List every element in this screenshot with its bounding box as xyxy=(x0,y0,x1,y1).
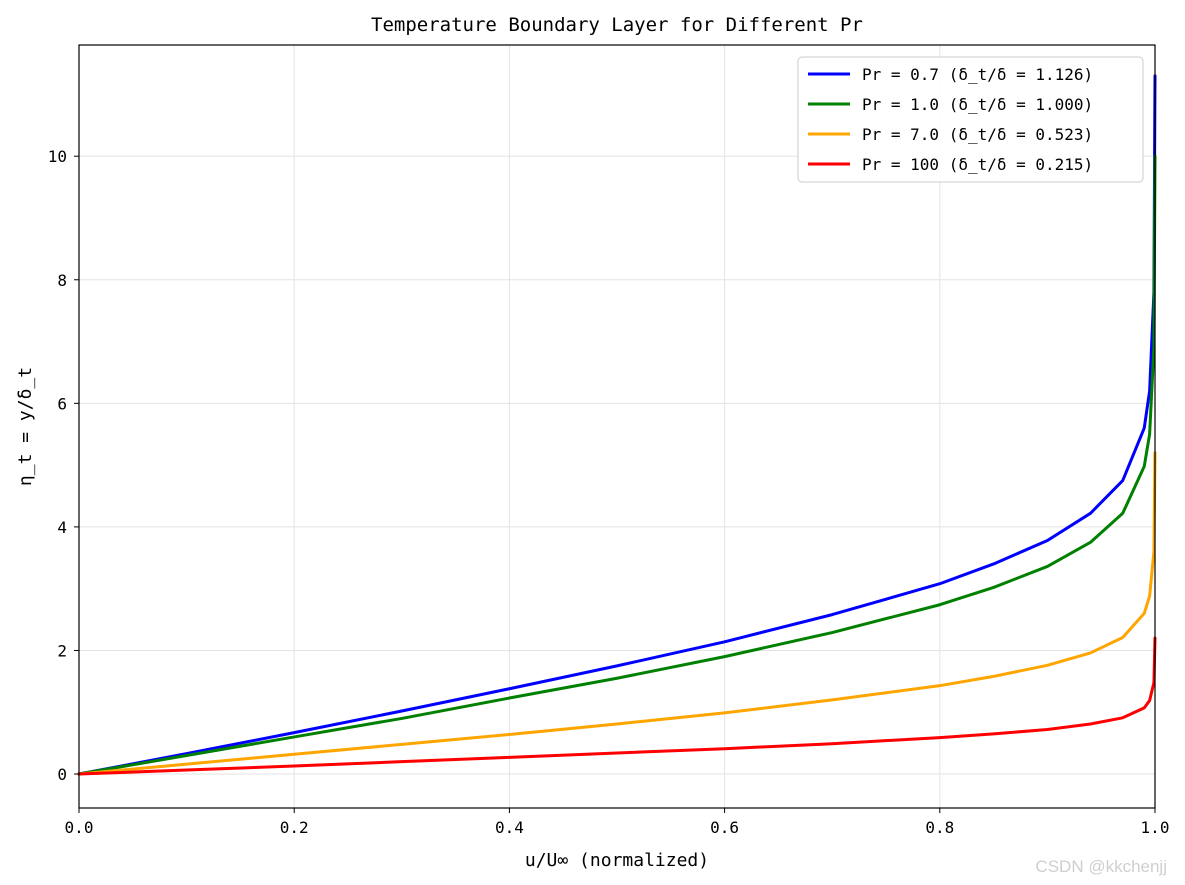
plot-area xyxy=(77,74,1157,776)
x-tick-label: 0.4 xyxy=(495,818,524,837)
y-tick-label: 4 xyxy=(57,518,67,537)
x-tick-label: 0.2 xyxy=(280,818,309,837)
y-axis-ticks: 0 2 4 6 8 10 xyxy=(48,147,79,784)
watermark: CSDN @kkchenjj xyxy=(1035,857,1167,876)
x-tick-label: 1.0 xyxy=(1141,818,1170,837)
y-axis-label: η_t = y/δ_t xyxy=(15,367,36,486)
y-tick-label: 0 xyxy=(57,765,67,784)
y-tick-label: 6 xyxy=(57,394,67,413)
series-line-0 xyxy=(77,74,1157,776)
axes-frame xyxy=(78,44,1156,809)
series-line-3 xyxy=(77,636,1157,776)
legend-box xyxy=(797,56,1144,183)
x-axis-ticks: 0.0 0.2 0.4 0.6 0.8 1.0 xyxy=(65,808,1170,837)
legend-item: Pr = 100 (δ_t/δ = 0.215) xyxy=(862,155,1093,174)
chart-title: Temperature Boundary Layer for Different… xyxy=(371,14,863,36)
x-tick-label: 0.0 xyxy=(65,818,94,837)
y-tick-label: 10 xyxy=(48,147,67,166)
legend-item: Pr = 1.0 (δ_t/δ = 1.000) xyxy=(862,95,1093,114)
y-tick-label: 8 xyxy=(57,271,67,290)
x-tick-label: 0.6 xyxy=(710,818,739,837)
y-tick-label: 2 xyxy=(57,641,67,660)
x-axis-label: u/U∞ (normalized) xyxy=(525,850,709,871)
legend: Pr = 0.7 (δ_t/δ = 1.126) Pr = 1.0 (δ_t/δ … xyxy=(797,56,1144,183)
series-line-2 xyxy=(77,451,1157,776)
series-line-1 xyxy=(77,154,1157,776)
legend-item: Pr = 7.0 (δ_t/δ = 0.523) xyxy=(862,125,1093,144)
legend-item: Pr = 0.7 (δ_t/δ = 1.126) xyxy=(862,65,1093,84)
x-tick-label: 0.8 xyxy=(925,818,954,837)
